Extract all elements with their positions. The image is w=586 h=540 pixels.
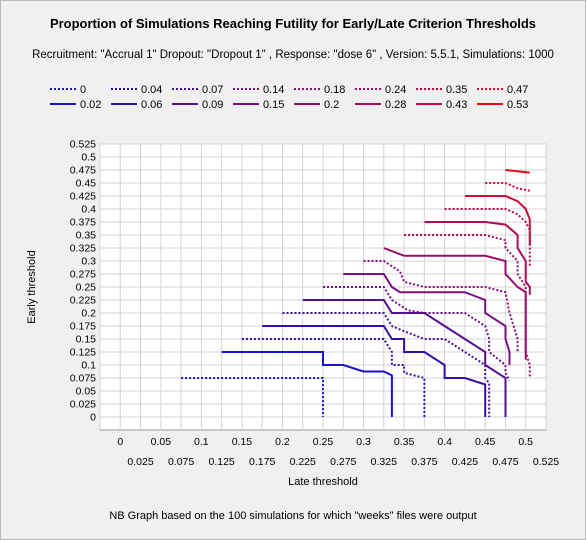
x-tick-label: 0.4 [437,436,452,448]
series-line-0.04 [241,338,426,417]
y-tick-label: 0.2 [81,308,96,320]
series-line-0.02 [221,351,393,417]
x-tick-label: 0.45 [475,436,496,448]
axis-ticks: 0 0.05 0.1 0.15 0.2 0.25 0.3 0.35 0.4 0.45 0.5 0.02… [70,139,560,469]
legend-label-0.43: 0.43 [446,99,467,111]
legend-label-0.02: 0.02 [80,99,101,111]
legend-label-0.07: 0.07 [202,84,223,96]
series-line-0.18 [363,260,519,352]
series-line-0.53 [505,169,530,174]
legend-label-0.24: 0.24 [385,84,406,96]
y-tick-label: 0.225 [70,295,96,307]
x-tick-label: 0.475 [492,456,518,468]
chart-footnote: NB Graph based on the 100 simulations fo… [109,510,477,522]
y-tick-label: 0.05 [76,386,97,398]
series-line-0.06 [262,325,487,417]
x-tick-label: 0.375 [411,456,437,468]
x-tick-label: 0.275 [330,456,356,468]
legend-label-0.47: 0.47 [507,84,528,96]
x-tick-label: 0 [117,436,123,448]
y-tick-label: 0.1 [81,360,96,372]
x-tick-label: 0.5 [518,436,533,448]
y-tick-label: 0.35 [76,230,97,242]
legend-label-0.04: 0.04 [141,84,162,96]
y-tick-label: 0.5 [81,152,96,164]
x-tick-label: 0.25 [313,436,334,448]
y-tick-label: 0.125 [70,347,96,359]
series-line-0 [181,377,324,417]
series-line-0.28 [424,221,531,295]
x-tick-label: 0.075 [168,456,194,468]
y-tick-label: 0.175 [70,321,96,333]
legend-label-0.06: 0.06 [141,99,162,111]
x-tick-label: 0.525 [533,456,559,468]
legend-label-0.35: 0.35 [446,84,467,96]
x-tick-label: 0.425 [452,456,478,468]
y-tick-label: 0.3 [81,256,96,268]
y-tick-label: 0.15 [76,334,97,346]
y-tick-label: 0.475 [70,165,96,177]
y-tick-label: 0.325 [70,243,96,255]
chart-title: Proportion of Simulations Reaching Futil… [49,16,537,31]
y-tick-label: 0.075 [70,373,96,385]
y-tick-label: 0.275 [70,269,96,281]
legend-label-0.53: 0.53 [507,99,528,111]
x-tick-label: 0.1 [194,436,209,448]
y-tick-label: 0.525 [70,139,96,151]
legend-label-0.18: 0.18 [324,84,345,96]
x-tick-label: 0.225 [290,456,316,468]
x-tick-label: 0.325 [371,456,397,468]
y-tick-label: 0.025 [70,399,96,411]
y-tick-label: 0.425 [70,191,96,203]
legend-label-0: 0 [80,84,86,96]
x-tick-label: 0.35 [394,436,415,448]
x-tick-label: 0.175 [249,456,275,468]
legend-label-0.09: 0.09 [202,99,223,111]
series-line-0.15 [343,273,511,365]
y-tick-label: 0.375 [70,217,96,229]
legend-label-0.2: 0.2 [324,99,339,111]
y-axis-label: Early threshold [26,250,38,323]
y-tick-label: 0.45 [76,178,97,190]
legend-label-0.28: 0.28 [385,99,406,111]
series-line-0.2 [383,247,527,360]
series-group [181,169,531,417]
legend-label-0.14: 0.14 [263,84,284,96]
x-tick-label: 0.3 [356,436,371,448]
x-tick-label: 0.05 [151,436,172,448]
x-tick-label: 0.025 [127,456,153,468]
x-tick-label: 0.2 [275,436,290,448]
legend-label-0.15: 0.15 [263,99,284,111]
y-tick-label: 0.25 [76,282,97,294]
y-tick-label: 0.4 [81,204,96,216]
x-tick-label: 0.15 [232,436,253,448]
x-axis-label: Late threshold [288,476,358,488]
series-line-0.09 [302,299,507,417]
y-tick-label: 0 [90,412,96,424]
series-line-0.35 [444,208,531,267]
series-line-0.14 [323,286,511,382]
chart-subtitle: Recruitment: "Accrual 1" Dropout: "Dropo… [32,49,554,61]
series-line-0.43 [464,195,531,246]
x-tick-label: 0.125 [208,456,234,468]
legend: 0 0.02 0.04 0.06 0.07 0.09 0.14 0.15 0.18 0.2 0.24… [50,84,528,111]
